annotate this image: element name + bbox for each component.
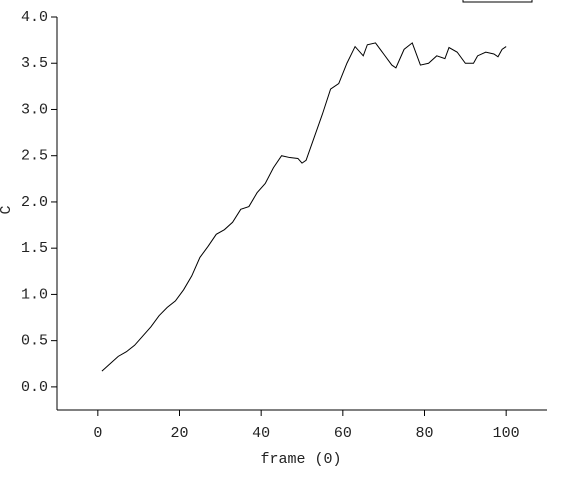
- y-tick-label: 4.0: [21, 9, 48, 26]
- x-tick-label: 100: [493, 425, 520, 442]
- x-tick-label: 20: [170, 425, 188, 442]
- y-axis-label: C: [0, 205, 15, 214]
- x-tick-label: 0: [93, 425, 102, 442]
- x-tick-label: 40: [252, 425, 270, 442]
- x-axis-label: frame (0): [260, 451, 341, 468]
- y-tick-label: 1.5: [21, 240, 48, 257]
- y-tick-label: 0.5: [21, 333, 48, 350]
- y-tick-label: 1.0: [21, 286, 48, 303]
- y-tick-label: 3.0: [21, 101, 48, 118]
- y-tick-label: 2.5: [21, 148, 48, 165]
- data-line: [101, 42, 507, 372]
- y-tick-label: 3.5: [21, 55, 48, 72]
- y-tick-label: 2.0: [21, 194, 48, 211]
- x-tick-label: 80: [415, 425, 433, 442]
- y-tick-label: 0.0: [21, 379, 48, 396]
- x-tick-label: 60: [334, 425, 352, 442]
- legend-box: [462, 0, 533, 3]
